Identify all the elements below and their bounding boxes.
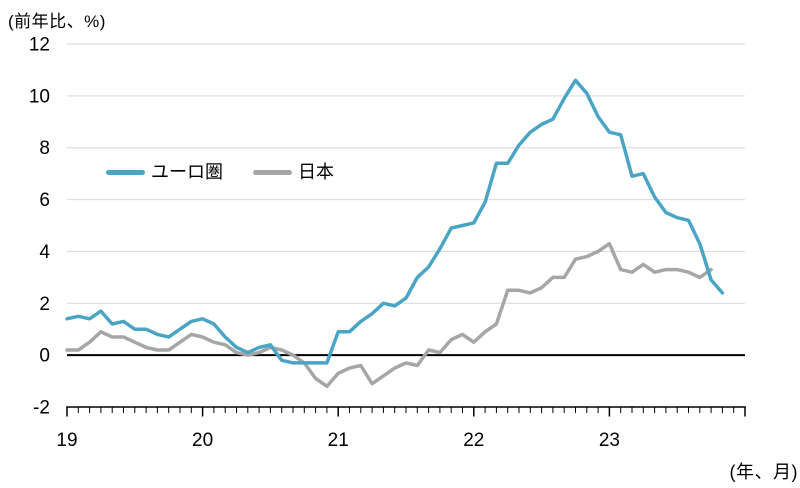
y-axis-unit-label: (前年比、%) — [8, 12, 106, 31]
series-line-eurozone — [65, 78, 725, 365]
y-axis-tick-label: 10 — [29, 86, 50, 107]
y-axis-tick-label: 12 — [29, 35, 50, 56]
x-axis-tick-label: 19 — [56, 430, 77, 451]
x-axis-tick-label: 23 — [599, 430, 620, 451]
y-axis-tick-label: 4 — [39, 242, 50, 263]
y-axis-tick-label: 8 — [39, 138, 50, 159]
legend-label-eurozone: ユーロ圏 — [151, 162, 223, 182]
y-axis-tick-label: -2 — [33, 398, 50, 419]
y-axis-tick-label: 6 — [39, 190, 50, 211]
legend-label-japan: 日本 — [298, 162, 334, 182]
x-axis-tick-label: 20 — [192, 430, 213, 451]
series-line-japan — [65, 241, 713, 389]
chart-legend: ユーロ圏 日本 — [106, 162, 334, 182]
x-axis-unit-label: (年、月) — [729, 462, 798, 482]
y-axis-tick-label: 2 — [39, 294, 50, 315]
x-axis-tick-label: 21 — [328, 430, 349, 451]
eurozone-line-swatch — [106, 169, 145, 175]
legend-item-japan: 日本 — [253, 162, 334, 182]
legend-item-eurozone: ユーロ圏 — [106, 162, 223, 182]
y-axis-tick-label: 0 — [39, 346, 50, 367]
x-axis-tick-label: 22 — [463, 430, 484, 451]
japan-line-swatch — [253, 169, 292, 175]
